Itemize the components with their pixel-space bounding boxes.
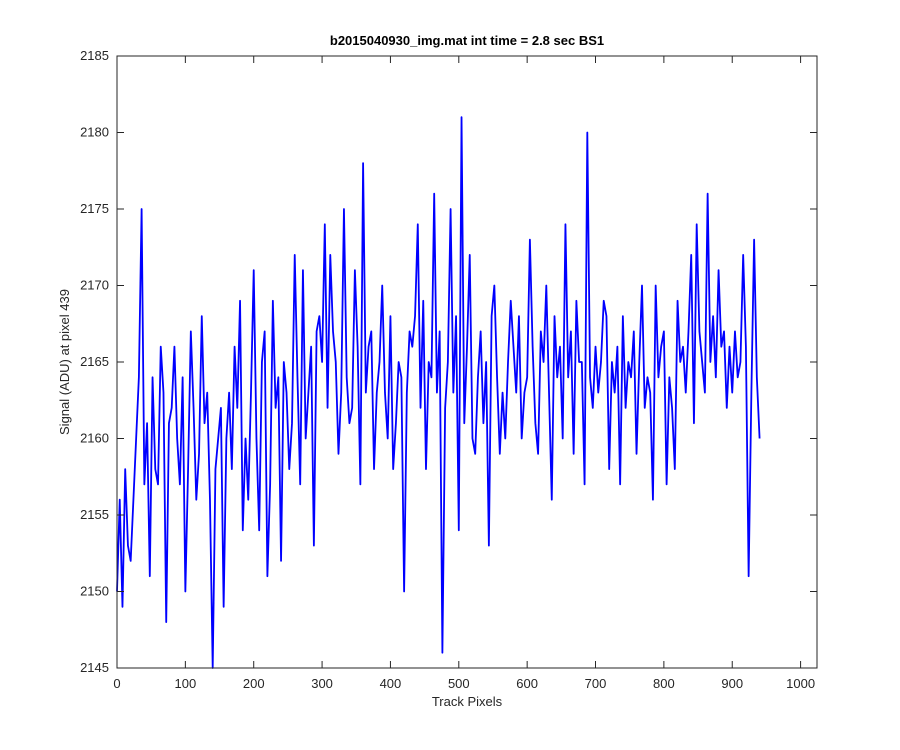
x-tick-label: 1000 (786, 676, 815, 691)
y-tick-label: 2180 (80, 125, 109, 140)
x-tick-label: 900 (721, 676, 743, 691)
y-axis-label: Signal (ADU) at pixel 439 (57, 289, 72, 435)
ticks-layer: 0 100 200 300 400 500 600 700 800 900 1000 2145 2150… (80, 48, 817, 691)
y-tick-label: 2170 (80, 278, 109, 293)
y-tick-label: 2150 (80, 584, 109, 599)
x-axis-label: Track Pixels (432, 694, 503, 709)
y-tick-label: 2165 (80, 354, 109, 369)
chart-title: b2015040930_img.mat int time = 2.8 sec B… (330, 33, 604, 48)
series-layer (116, 116, 761, 669)
x-tick-label: 100 (175, 676, 197, 691)
y-tick-label: 2175 (80, 201, 109, 216)
x-tick-label: 700 (585, 676, 607, 691)
x-tick-label: 800 (653, 676, 675, 691)
x-tick-label: 300 (311, 676, 333, 691)
x-tick-label: 600 (516, 676, 538, 691)
y-tick-label: 2155 (80, 507, 109, 522)
x-tick-label: 0 (113, 676, 120, 691)
x-tick-label: 500 (448, 676, 470, 691)
series-line-signal (116, 116, 761, 669)
x-tick-label: 400 (380, 676, 402, 691)
x-tick-label: 200 (243, 676, 265, 691)
plot-border (116, 55, 818, 669)
y-tick-label: 2145 (80, 660, 109, 675)
y-tick-label: 2185 (80, 48, 109, 63)
y-tick-label: 2160 (80, 431, 109, 446)
